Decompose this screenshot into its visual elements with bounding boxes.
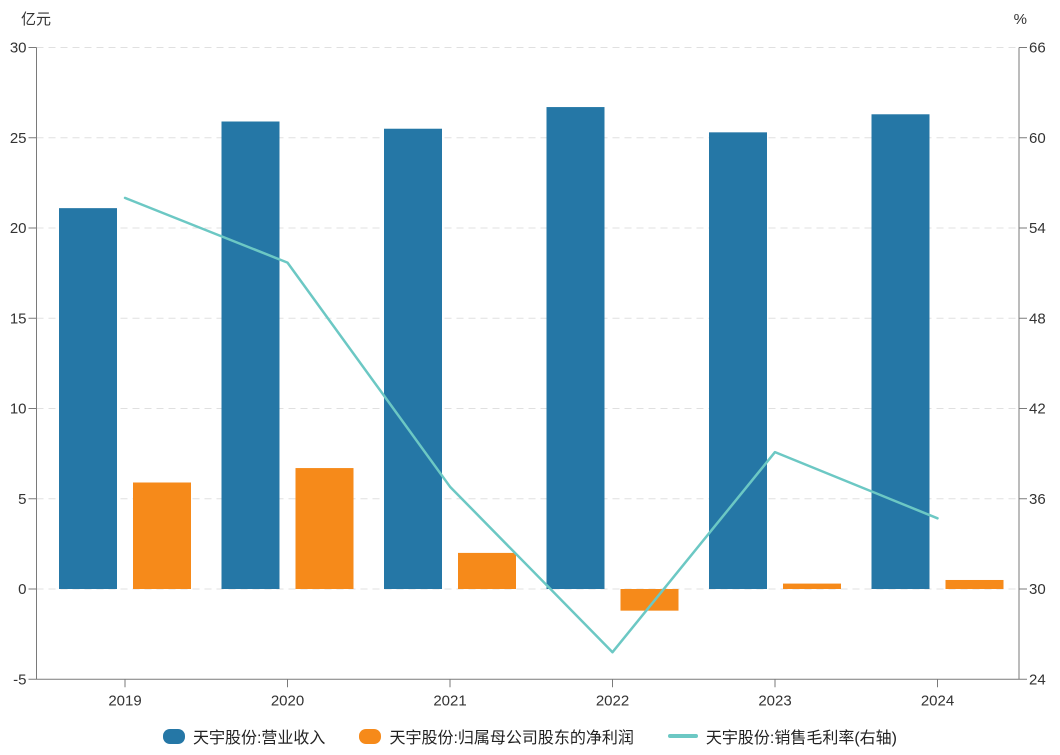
revenue-bar-2021: [384, 128, 442, 589]
left-tick-label: 20: [10, 220, 27, 237]
revenue-bar-2023: [709, 132, 767, 589]
revenue-bar-2022: [546, 107, 605, 589]
left-tick-label: 25: [10, 130, 27, 147]
net-profit-bar-2022: [620, 589, 679, 611]
net-profit-bar-2020: [295, 468, 354, 589]
gross-margin-legend-label: 天宇股份:销售毛利率(右轴): [705, 730, 897, 747]
left-tick-label: 15: [10, 310, 27, 327]
revenue-legend-label: 天宇股份:营业收入: [192, 730, 326, 747]
net-profit-bar-2023: [783, 583, 841, 589]
left-tick-label: 30: [10, 40, 27, 57]
right-tick-label: 24: [1029, 671, 1046, 688]
legend-item-net-profit: 天宇股份:归属母公司股东的净利润: [359, 724, 634, 748]
left-tick-label: -5: [13, 671, 26, 688]
chart-legend: 天宇股份:营业收入 天宇股份:归属母公司股东的净利润 天宇股份:销售毛利率(右轴…: [0, 723, 1060, 749]
right-tick-label: 54: [1029, 220, 1046, 237]
net-profit-bar-2021: [458, 552, 516, 589]
x-tick-label: 2024: [921, 692, 954, 709]
right-tick-label: 66: [1029, 40, 1046, 57]
left-axis-unit-label: 亿元: [21, 11, 52, 28]
net-profit-bar-2024: [945, 579, 1004, 589]
left-tick-label: 0: [18, 581, 26, 598]
revenue-legend-swatch: [162, 728, 185, 744]
revenue-bar-2024: [871, 114, 930, 589]
x-tick-label: 2021: [433, 692, 466, 709]
revenue-bar-2020: [221, 121, 280, 589]
right-tick-label: 48: [1029, 310, 1046, 327]
x-tick-label: 2023: [758, 692, 791, 709]
right-tick-label: 36: [1029, 491, 1046, 508]
gross-margin-legend-swatch: [667, 734, 698, 738]
left-tick-label: 5: [18, 491, 26, 508]
legend-item-gross-margin: 天宇股份:销售毛利率(右轴): [667, 724, 897, 748]
left-tick-label: 10: [10, 401, 27, 418]
x-tick-label: 2020: [271, 692, 304, 709]
right-tick-label: 60: [1029, 130, 1046, 147]
right-axis-unit-label: %: [1013, 11, 1027, 28]
right-tick-label: 30: [1029, 581, 1046, 598]
legend-item-revenue: 天宇股份:营业收入: [162, 724, 326, 748]
net-profit-bar-2019: [133, 482, 191, 589]
right-tick-label: 42: [1029, 401, 1046, 418]
x-tick-label: 2019: [108, 692, 141, 709]
revenue-bar-2019: [59, 208, 117, 589]
net-profit-legend-swatch: [359, 728, 382, 744]
gross-margin-line: [123, 196, 939, 654]
x-tick-label: 2022: [596, 692, 629, 709]
net-profit-legend-label: 天宇股份:归属母公司股东的净利润: [389, 730, 634, 747]
